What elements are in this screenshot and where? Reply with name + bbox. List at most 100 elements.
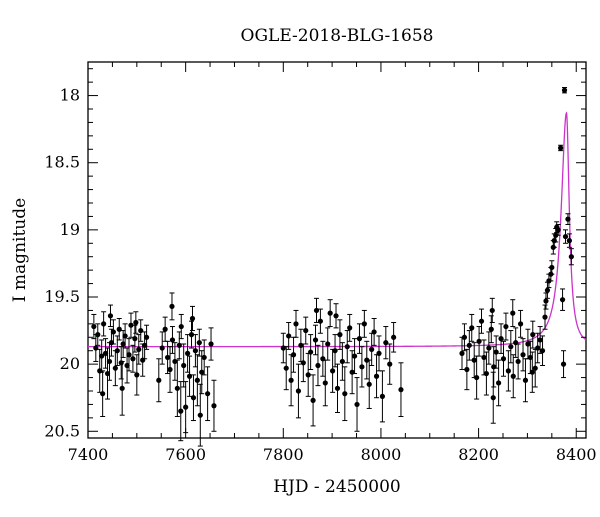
data-point [280, 332, 286, 364]
data-point [138, 319, 144, 342]
point-marker [322, 380, 328, 386]
data-point [181, 343, 187, 388]
point-marker [471, 357, 477, 363]
data-point [189, 305, 196, 332]
data-point [130, 344, 136, 373]
point-marker [347, 325, 353, 331]
point-marker [478, 318, 485, 324]
y-tick-label: 18 [60, 86, 80, 105]
point-marker [126, 352, 132, 358]
data-point [333, 303, 339, 329]
point-marker [474, 374, 480, 381]
point-marker [544, 287, 551, 293]
data-point [500, 340, 507, 377]
point-marker [162, 326, 168, 332]
data-point [337, 319, 343, 350]
point-marker [190, 395, 197, 401]
point-marker [199, 369, 205, 375]
y-tick-label: 19 [60, 220, 80, 239]
data-point [310, 374, 316, 427]
data-point [303, 316, 309, 345]
point-marker [333, 313, 339, 319]
data-point [537, 326, 543, 354]
y-tick-label: 19.5 [44, 287, 80, 306]
point-marker [136, 346, 142, 352]
data-point [387, 343, 393, 385]
data-point [359, 346, 365, 388]
data-point [461, 323, 468, 352]
data-point [107, 304, 114, 328]
data-point [327, 299, 333, 328]
data-point [559, 288, 566, 311]
point-marker [211, 403, 217, 409]
point-marker [369, 346, 375, 352]
data-point [369, 332, 375, 366]
point-marker [176, 342, 182, 348]
point-marker [332, 348, 338, 354]
data-point [317, 308, 323, 334]
data-point [503, 312, 509, 341]
point-marker [313, 307, 320, 314]
data-point [379, 370, 386, 423]
point-marker [185, 350, 191, 356]
data-point [361, 309, 367, 338]
data-point [312, 324, 319, 356]
point-marker [300, 360, 306, 366]
point-marker [189, 315, 196, 322]
point-marker [560, 361, 567, 367]
point-marker [315, 362, 321, 369]
data-point [334, 363, 341, 413]
data-point [529, 351, 535, 393]
data-point [95, 323, 101, 346]
point-marker [305, 372, 311, 378]
point-marker [295, 388, 302, 394]
data-point [178, 313, 184, 340]
point-marker [493, 349, 499, 355]
point-marker [498, 336, 504, 342]
point-marker [164, 354, 171, 361]
data-point [290, 336, 297, 373]
data-point [543, 292, 549, 310]
ticks-layer: 7400 7600 7800 8000 8200 8400 18 18.5 19 19.5 20 20… [44, 62, 597, 464]
point-marker [128, 322, 134, 328]
point-marker [186, 373, 193, 379]
data-point [478, 308, 485, 334]
data-point [520, 338, 526, 372]
point-marker [351, 353, 358, 359]
point-marker [205, 391, 211, 397]
data-point [498, 323, 504, 354]
data-point [313, 297, 320, 324]
point-marker [106, 358, 113, 365]
point-marker [469, 325, 475, 331]
data-point [489, 297, 495, 324]
data-point [398, 362, 404, 418]
x-tick-label: 7600 [165, 445, 206, 464]
point-marker [535, 345, 541, 351]
point-marker [505, 368, 511, 374]
data-point [286, 322, 292, 350]
data-point [566, 233, 573, 248]
data-point [342, 366, 348, 422]
point-marker [503, 323, 509, 330]
data-point [325, 327, 331, 361]
data-point [183, 381, 189, 434]
data-point [196, 328, 202, 357]
point-marker [537, 337, 543, 343]
point-marker [366, 381, 372, 387]
point-marker [183, 404, 189, 410]
data-point [558, 144, 564, 152]
point-marker [303, 327, 309, 334]
data-point [283, 346, 289, 391]
data-point [169, 326, 176, 354]
point-marker [517, 321, 524, 327]
data-point [532, 348, 538, 388]
point-marker [510, 310, 516, 316]
data-point [159, 331, 165, 365]
data-point [376, 335, 382, 372]
point-marker [181, 362, 187, 369]
data-point [513, 327, 519, 358]
point-marker [481, 354, 487, 361]
data-point [530, 320, 536, 349]
data-point [471, 342, 477, 379]
